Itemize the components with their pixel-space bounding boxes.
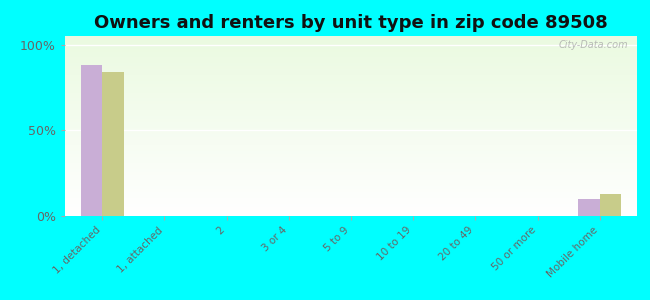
Bar [102, 72, 124, 216]
Text: City-Data.com: City-Data.com [559, 40, 629, 50]
Bar [578, 199, 600, 216]
Bar [81, 65, 102, 216]
Bar [600, 194, 621, 216]
Title: Owners and renters by unit type in zip code 89508: Owners and renters by unit type in zip c… [94, 14, 608, 32]
